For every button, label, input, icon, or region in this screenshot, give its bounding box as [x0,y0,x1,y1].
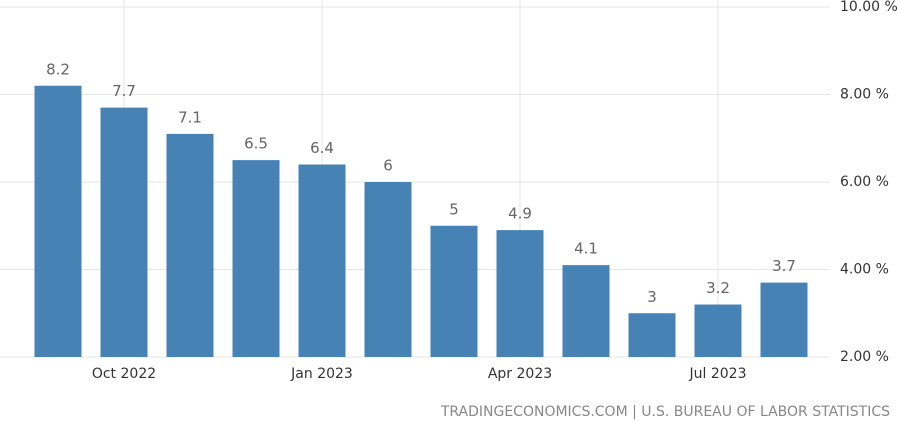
x-tick-label: Apr 2023 [488,366,552,382]
value-label: 6.4 [310,139,334,157]
y-tick-label: 6.00 % [840,174,889,190]
y-tick-label: 2.00 % [840,349,889,365]
bar [100,107,148,357]
value-label: 3 [647,288,657,306]
x-tick-label: Oct 2022 [92,366,156,382]
bar [496,230,544,357]
bar [430,225,478,357]
bar [760,282,808,357]
value-label: 7.1 [178,108,202,126]
x-tick-label: Jul 2023 [689,366,747,382]
value-label: 4.9 [508,205,532,223]
bar [694,304,742,357]
value-label: 3.2 [706,279,730,297]
value-label: 6.5 [244,135,268,153]
y-tick-label: 4.00 % [840,262,889,278]
value-label: 7.7 [112,82,136,100]
bar [562,265,610,357]
x-tick-label: Jan 2023 [290,366,353,382]
value-label: 6 [383,157,393,175]
y-tick-label: 10.00 % [840,0,898,15]
bar [34,85,82,357]
value-label: 8.2 [46,60,70,78]
source: TRADINGECONOMICS.COM | U.S. BUREAU OF LA… [440,404,890,420]
value-label: 5 [449,200,459,218]
value-label: 3.7 [772,257,796,275]
value-label: 4.1 [574,240,598,258]
bar [232,160,280,357]
y-tick-label: 8.00 % [840,87,889,103]
bar [628,313,676,357]
bar [364,182,412,357]
bar [166,133,214,357]
bar [298,164,346,357]
